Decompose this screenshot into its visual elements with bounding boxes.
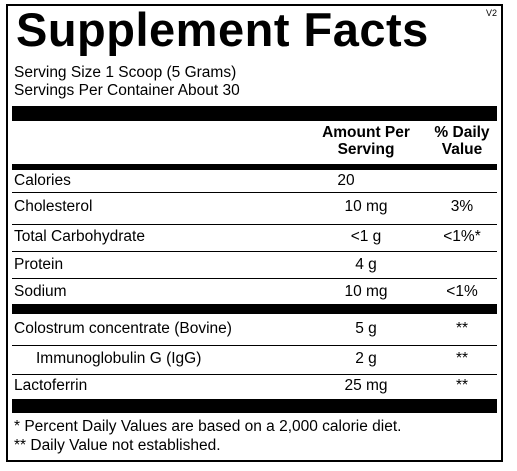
ingredient-amount-immunoglobulin-g: 2 g: [355, 350, 377, 367]
panel-title: Supplement Facts: [16, 3, 429, 56]
amount-per-serving-header-line1: Amount Per: [322, 124, 410, 141]
ingredient-dv-lactoferrin: **: [455, 377, 469, 394]
ingredient-name-colostrum: Colostrum concentrate (Bovine): [14, 320, 232, 337]
nutrient-dv-cholesterol: 3%: [450, 198, 474, 215]
nutrient-amount-cholesterol: 10 mg: [344, 198, 388, 215]
nutrient-name-calories: Calories: [14, 172, 71, 189]
ingredient-amount-colostrum: 5 g: [355, 320, 377, 337]
version-mark: V2: [485, 8, 497, 18]
nutrient-amount-sodium: 10 mg: [344, 283, 388, 300]
footnote-daily-values: * Percent Daily Values are based on a 2,…: [14, 418, 402, 435]
thick-divider-header: [12, 164, 497, 170]
ingredient-dv-colostrum: **: [455, 320, 469, 337]
ingredient-name-lactoferrin: Lactoferrin: [14, 377, 88, 394]
thick-divider-middle: [12, 304, 497, 314]
nutrient-amount-total-carbohydrate: <1 g: [350, 228, 382, 245]
nutrient-name-sodium: Sodium: [14, 283, 67, 300]
daily-value-header-line2: Value: [441, 141, 483, 158]
thick-divider-top: [12, 106, 497, 121]
ingredient-dv-immunoglobulin-g: **: [455, 350, 469, 367]
row-divider: [12, 278, 497, 279]
servings-per-container: Servings Per Container About 30: [14, 82, 240, 99]
ingredient-amount-lactoferrin: 25 mg: [344, 377, 388, 394]
row-divider: [12, 192, 497, 193]
thick-divider-bottom: [12, 399, 497, 413]
amount-per-serving-header-line2: Serving: [337, 141, 395, 158]
nutrient-name-protein: Protein: [14, 256, 64, 273]
nutrient-name-cholesterol: Cholesterol: [14, 198, 93, 215]
row-divider: [12, 251, 497, 252]
row-divider: [12, 374, 497, 375]
row-divider: [12, 345, 497, 346]
serving-size: Serving Size 1 Scoop (5 Grams): [14, 64, 237, 81]
nutrient-dv-total-carbohydrate: <1%*: [443, 228, 481, 245]
nutrient-amount-calories: 20: [337, 172, 355, 189]
nutrient-name-total-carbohydrate: Total Carbohydrate: [14, 228, 145, 245]
daily-value-header-line1: % Daily: [434, 124, 490, 141]
supplement-facts-panel: Supplement Facts V2 Serving Size 1 Scoop…: [6, 3, 503, 462]
nutrient-amount-protein: 4 g: [355, 256, 377, 273]
ingredient-name-immunoglobulin-g: Immunoglobulin G (IgG): [36, 350, 202, 367]
row-divider: [12, 224, 497, 225]
nutrient-dv-sodium: <1%: [446, 283, 478, 300]
footnote-not-established: ** Daily Value not established.: [14, 437, 221, 454]
